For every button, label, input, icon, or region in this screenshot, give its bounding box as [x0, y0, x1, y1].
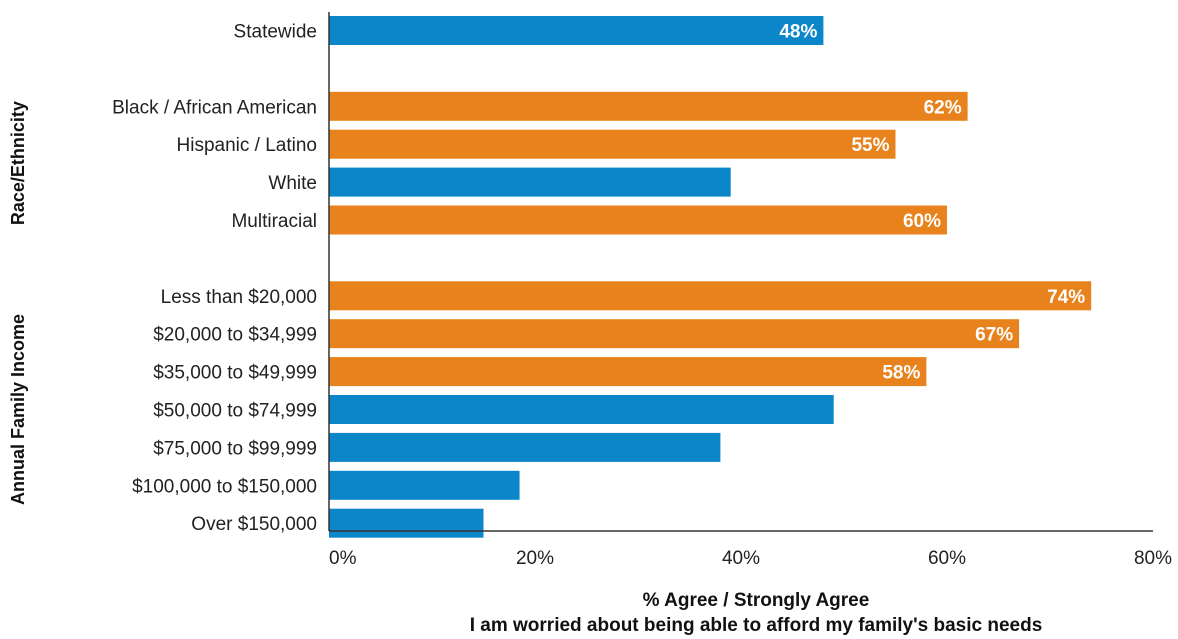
category-label: Over $150,000 [191, 514, 317, 535]
category-label: Statewide [234, 22, 317, 43]
bar [329, 432, 721, 462]
x-tick-label: 20% [516, 548, 554, 569]
category-label: $35,000 to $49,999 [153, 363, 317, 384]
category-label: Multiracial [231, 211, 317, 232]
category-label: Hispanic / Latino [177, 135, 317, 156]
bar [329, 16, 824, 45]
category-labels: Statewide Black / African American Hispani… [112, 22, 317, 536]
data-label: 55% [851, 135, 889, 156]
category-label: $100,000 to $150,000 [132, 476, 317, 497]
group-labels: Race/Ethnicity Annual Family Income [8, 101, 28, 505]
x-tick-label: 60% [928, 548, 966, 569]
data-label: 67% [975, 325, 1013, 346]
category-label: $20,000 to $34,999 [153, 325, 317, 346]
x-tick-label: 0% [329, 548, 357, 569]
chart-subtitle: I am worried about being able to afford … [470, 615, 1043, 636]
data-label: 62% [924, 97, 962, 118]
x-axis-title: % Agree / Strongly Agree [643, 590, 870, 611]
x-tick-labels: 0% 20% 40% 60% 80% [329, 548, 1172, 569]
category-label: Less than $20,000 [161, 287, 317, 308]
data-label: 58% [882, 363, 920, 384]
bar [329, 281, 1092, 311]
data-label: 48% [779, 22, 817, 43]
bars-layer: 48% 62% 55% 60% 74% 67% 58% [329, 16, 1092, 538]
category-label: White [268, 173, 317, 194]
bar [329, 167, 731, 197]
bar [329, 205, 947, 235]
bar [329, 395, 834, 424]
bar [329, 508, 484, 538]
bar [329, 319, 1020, 349]
bar [329, 357, 927, 387]
data-label: 74% [1047, 287, 1085, 308]
bar [329, 470, 520, 500]
category-label: $75,000 to $99,999 [153, 438, 317, 459]
data-label: 60% [903, 211, 941, 232]
category-label: Black / African American [112, 97, 317, 118]
x-tick-label: 80% [1134, 548, 1172, 569]
bar [329, 129, 896, 159]
x-tick-label: 40% [722, 548, 760, 569]
group-label: Race/Ethnicity [8, 101, 28, 225]
group-label: Annual Family Income [8, 314, 28, 505]
bar [329, 91, 968, 121]
category-label: $50,000 to $74,999 [153, 401, 317, 422]
